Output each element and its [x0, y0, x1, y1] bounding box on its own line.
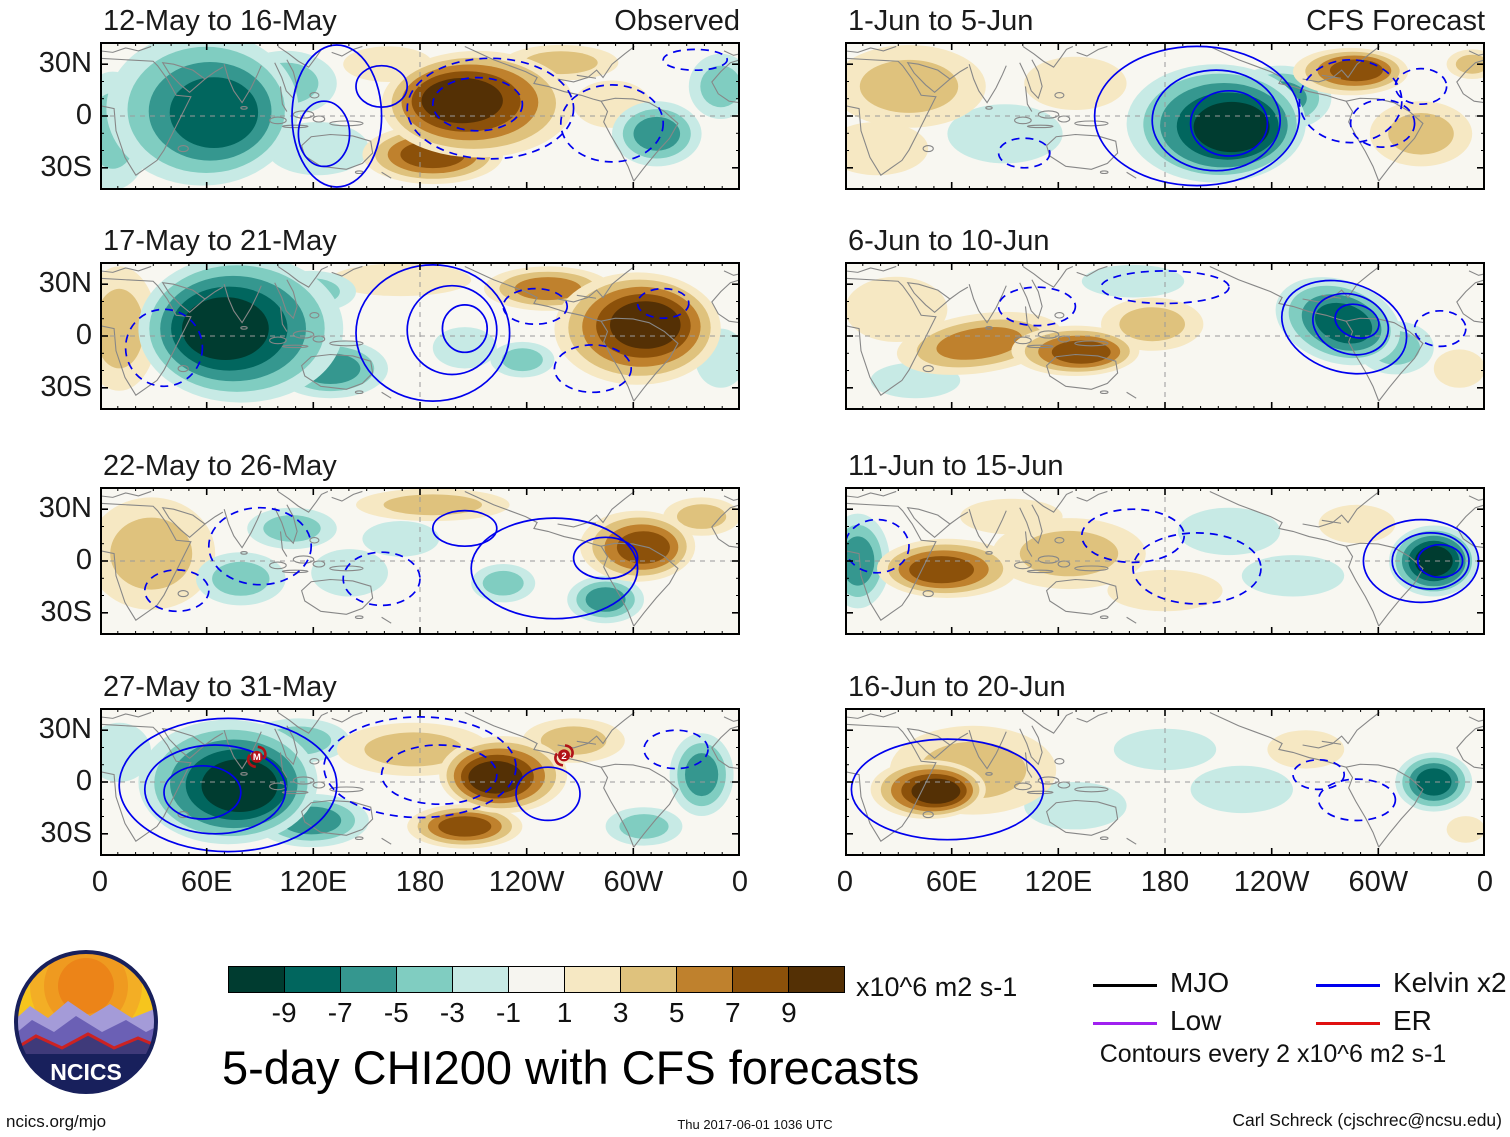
x-axis-label: 60E: [925, 866, 978, 898]
svg-text:M: M: [253, 752, 261, 763]
x-axis-label: 120W: [1233, 866, 1310, 898]
colorbar-segment: [733, 967, 789, 992]
map-plot: [80, 254, 747, 410]
legend-line-er: [1316, 1022, 1380, 1025]
x-axis-label: 60W: [603, 866, 664, 898]
x-axis-label: 120W: [488, 866, 565, 898]
legend-note: Contours every 2 x10^6 m2 s-1: [1099, 1040, 1447, 1068]
x-axis-label: 0: [836, 866, 854, 898]
x-axis-label: 120E: [279, 866, 348, 898]
y-axis-label: 30N: [38, 492, 92, 525]
colorbar-tick-label: -5: [383, 997, 409, 1028]
x-axis-label: 180: [1140, 866, 1190, 898]
colorbar-tick-label: 5: [668, 997, 685, 1028]
map-panel-6-jun-to-10-jun: [845, 262, 1485, 410]
colorbar-segment: [397, 967, 453, 992]
colorbar-tick-label: 1: [556, 997, 573, 1028]
colorbar-segment: [285, 967, 341, 992]
x-axis-label: 60E: [180, 866, 233, 898]
panel-title: 12-May to 16-May: [103, 5, 337, 37]
map-panel-22-may-to-26-may: [87, 487, 740, 635]
colorbar-tick-label: -7: [327, 997, 353, 1028]
column-header: Observed: [614, 5, 740, 37]
panel-title: 17-May to 21-May: [103, 225, 337, 257]
y-axis-label: 30N: [38, 47, 92, 80]
colorbar-segment: [509, 967, 565, 992]
logo-text: NCICS: [50, 1059, 122, 1085]
map-plot: [87, 487, 740, 635]
y-axis-label: 30N: [38, 713, 92, 746]
legend-label: Kelvin x2: [1393, 967, 1507, 998]
legend-label: MJO: [1170, 967, 1230, 998]
map-panel-16-jun-to-20-jun: [845, 708, 1485, 856]
map-plot: [845, 708, 1485, 856]
x-axis-label: 0: [731, 866, 749, 898]
y-axis-label: 30S: [40, 816, 92, 849]
tropical-cyclone-icon: 2: [554, 744, 574, 767]
svg-text:2: 2: [561, 751, 566, 762]
legend-label: ER: [1393, 1005, 1432, 1036]
map-plot: [825, 42, 1498, 190]
figure-title: 5-day CHI200 with CFS forecasts: [222, 1041, 920, 1094]
y-axis-label: 0: [75, 319, 92, 351]
panel-title: 1-Jun to 5-Jun: [848, 5, 1034, 37]
x-axis-label: 0: [1476, 866, 1494, 898]
colorbar-tick-label: 7: [725, 997, 741, 1028]
colorbar: [228, 966, 845, 993]
y-axis-label: 0: [75, 765, 92, 797]
colorbar-units: x10^6 m2 s-1: [856, 972, 1018, 1002]
panel-title: 11-Jun to 15-Jun: [848, 450, 1064, 482]
y-axis-label: 0: [75, 544, 92, 576]
y-axis-label: 30S: [40, 150, 92, 183]
colorbar-segment: [565, 967, 621, 992]
ncics-logo: NCICS: [14, 950, 158, 1094]
colorbar-tick-label: -9: [271, 997, 297, 1028]
logo-red-ridge-line: [15, 1032, 157, 1054]
colorbar-tick-label: 3: [612, 997, 629, 1028]
legend-line-low: [1093, 1022, 1157, 1025]
y-axis-label: 30S: [40, 370, 92, 403]
map-plot: [825, 487, 1485, 635]
map-panel-12-may-to-16-may: [74, 31, 753, 190]
x-axis-label: 180: [395, 866, 445, 898]
colorbar-segment: [341, 967, 397, 992]
legend-line-mjo: [1093, 984, 1157, 987]
legend-line-kelvin-x2: [1316, 984, 1380, 987]
x-axis-label: 120E: [1024, 866, 1093, 898]
footer-credit: Carl Schreck (cjschrec@ncsu.edu): [1232, 1110, 1502, 1130]
panel-title: 27-May to 31-May: [103, 671, 337, 703]
colorbar-tick-label: -3: [439, 997, 465, 1028]
footer-timestamp: Thu 2017-06-01 1036 UTC: [677, 1117, 833, 1132]
y-axis-label: 30N: [38, 267, 92, 300]
colorbar-segment: [621, 967, 677, 992]
colorbar-tick-label: -1: [496, 997, 521, 1028]
panel-title: 16-Jun to 20-Jun: [848, 671, 1066, 703]
map-plot: [845, 262, 1485, 410]
map-panel-11-jun-to-15-jun: [825, 487, 1485, 635]
panel-title: 6-Jun to 10-Jun: [848, 225, 1050, 257]
column-header: CFS Forecast: [1306, 5, 1485, 37]
x-axis-label: 60W: [1348, 866, 1409, 898]
colorbar-tick-label: 9: [781, 997, 797, 1028]
y-axis-label: 0: [75, 99, 92, 131]
map-plot: [74, 31, 753, 190]
panel-title: 22-May to 26-May: [103, 450, 337, 482]
tropical-cyclone-icon: M: [246, 745, 267, 769]
colorbar-segment: [789, 967, 844, 992]
colorbar-segment: [677, 967, 733, 992]
colorbar-segment: [453, 967, 509, 992]
legend-label: Low: [1170, 1005, 1222, 1036]
y-axis-label: 30S: [40, 595, 92, 628]
x-axis-label: 0: [91, 866, 109, 898]
footer-url: ncics.org/mjo: [6, 1112, 107, 1131]
map-panel-17-may-to-21-may: [80, 254, 747, 410]
colorbar-segment: [229, 967, 285, 992]
map-panel-1-jun-to-5-jun: [825, 42, 1498, 190]
